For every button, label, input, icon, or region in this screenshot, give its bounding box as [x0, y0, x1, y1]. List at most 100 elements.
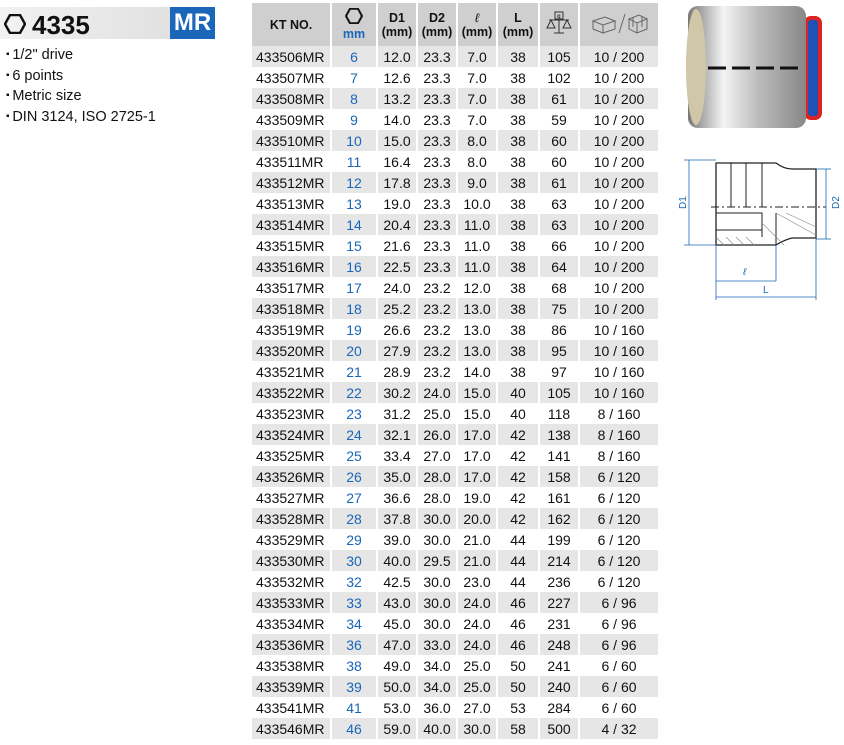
cell-l: 25.0: [456, 655, 497, 676]
cell-l: 21.0: [456, 550, 497, 571]
cell-d1: 42.5: [376, 571, 417, 592]
cell-d2: 27.0: [416, 445, 457, 466]
cell-weight: 63: [538, 193, 579, 214]
table-row: 433534MR 34 45.0 30.0 24.0 46 231 6 / 96: [252, 613, 658, 634]
col-length: L (mm): [496, 3, 539, 46]
cell-d1: 27.9: [376, 340, 417, 361]
cell-length: 38: [496, 172, 539, 193]
cell-packaging: 10 / 200: [578, 88, 658, 109]
cell-weight: 97: [538, 361, 579, 382]
cell-kt-no: 433526MR: [252, 466, 331, 487]
cell-kt-no: 433515MR: [256, 237, 325, 254]
cell-length: 38: [496, 67, 539, 88]
feature-item: Metric size: [6, 86, 156, 107]
cell-kt-no: 433546MR: [252, 718, 331, 739]
cell-d2: 23.2: [416, 361, 457, 382]
cell-d2: 23.2: [416, 340, 457, 361]
cell-length: 38: [496, 151, 539, 172]
cell-l: 25.0: [456, 676, 497, 697]
cell-length: 42: [496, 466, 539, 487]
cell-d1: 22.5: [376, 256, 417, 277]
cell-d2: 23.3: [416, 256, 457, 277]
cell-length: 38: [496, 277, 539, 298]
cell-d2: 34.0: [416, 655, 457, 676]
table-row: 433526MR 26 35.0 28.0 17.0 42 158 6 / 120: [252, 466, 658, 487]
cell-d1: 12.0: [376, 46, 417, 67]
cell-length: 42: [496, 424, 539, 445]
feature-item: 6 points: [6, 66, 156, 87]
cell-weight: 227: [538, 592, 579, 613]
cell-weight: 162: [538, 508, 579, 529]
cell-weight: 60: [538, 151, 579, 172]
cell-size-mm: 46: [330, 718, 377, 739]
cell-weight: 86: [538, 319, 579, 340]
table-row: 433525MR 25 33.4 27.0 17.0 42 141 8 / 160: [252, 445, 658, 466]
cell-kt-no: 433519MR: [256, 321, 325, 338]
cell-packaging: 6 / 120: [578, 487, 658, 508]
cell-d1: 15.0: [376, 130, 417, 151]
d1-dimension-label: D1: [678, 196, 689, 209]
cell-packaging: 8 / 160: [578, 403, 658, 424]
table-row: 433517MR 17 24.0 23.2 12.0 38 68 10 / 200: [252, 277, 658, 298]
cell-d2: 23.2: [416, 277, 457, 298]
box-pack-icon: [591, 13, 649, 34]
table-row: 433506MR 6 12.0 23.3 7.0 38 105 10 / 200: [252, 46, 658, 67]
cell-size-mm: 25: [330, 445, 377, 466]
cell-d1: 53.0: [376, 697, 417, 718]
cell-d2: 40.0: [416, 718, 457, 739]
cell-kt-no: 433510MR: [252, 130, 331, 151]
cell-length: 38: [496, 46, 539, 67]
cell-size-mm: 32: [330, 571, 377, 592]
unit-label: (mm): [421, 24, 453, 39]
cell-weight: 102: [538, 67, 579, 88]
table-row: 433521MR 21 28.9 23.2 14.0 38 97 10 / 160: [252, 361, 658, 382]
cell-d1: 16.4: [376, 151, 417, 172]
cell-length: 38: [496, 130, 539, 151]
cell-l: 17.0: [456, 466, 497, 487]
cell-packaging: 10 / 160: [578, 319, 658, 340]
cell-length: 40: [496, 382, 539, 403]
unit-label: (mm): [381, 24, 413, 39]
cell-kt-no: 433513MR: [256, 195, 325, 212]
cell-kt-no: 433517MR: [256, 279, 325, 296]
cell-weight: 236: [538, 571, 579, 592]
cell-size-mm: 13: [330, 193, 377, 214]
l-dimension-label: ℓ: [742, 267, 747, 278]
cell-weight: 105: [538, 382, 579, 403]
cell-l: 7.0: [456, 67, 497, 88]
cell-packaging: 10 / 200: [578, 151, 658, 172]
cell-size-mm: 14: [330, 214, 377, 235]
cell-d2: 34.0: [416, 676, 457, 697]
spec-table: KT NO. mm D1 (mm) D2 (mm) ℓ (mm) L (mm) g 43…: [252, 3, 658, 739]
cell-weight: 118: [538, 403, 579, 424]
cell-d1: 28.9: [376, 361, 417, 382]
cell-d2: 23.3: [416, 214, 457, 235]
cell-kt-no: 433507MR: [256, 69, 325, 86]
unit-label: (mm): [502, 24, 534, 39]
model-number: 4335: [32, 10, 90, 40]
cell-d1: 59.0: [376, 718, 417, 739]
cell-d2: 25.0: [416, 403, 457, 424]
cell-weight: 63: [538, 214, 579, 235]
cell-d1: 21.6: [376, 235, 417, 256]
table-row: 433519MR 19 26.6 23.2 13.0 38 86 10 / 160: [252, 319, 658, 340]
cell-kt-no: 433525MR: [256, 447, 325, 464]
cell-length: 50: [496, 676, 539, 697]
col-packaging: [578, 3, 658, 46]
cell-kt-no: 433516MR: [252, 256, 331, 277]
cell-l: 17.0: [456, 445, 497, 466]
cell-size-mm: 10: [330, 130, 377, 151]
cell-length: 50: [496, 655, 539, 676]
cell-d2: 23.3: [416, 88, 457, 109]
table-row: 433520MR 20 27.9 23.2 13.0 38 95 10 / 160: [252, 340, 658, 361]
cell-d1: 35.0: [376, 466, 417, 487]
cell-packaging: 6 / 120: [578, 508, 658, 529]
col-kt-no: KT NO.: [252, 3, 331, 46]
cell-size-mm: 33: [330, 592, 377, 613]
cell-size-mm: 26: [330, 466, 377, 487]
cell-weight: 64: [538, 256, 579, 277]
cell-kt-no: 433532MR: [256, 573, 325, 590]
cell-size-mm: 11: [330, 151, 377, 172]
cell-packaging: 10 / 200: [578, 193, 658, 214]
cell-d2: 33.0: [416, 634, 457, 655]
